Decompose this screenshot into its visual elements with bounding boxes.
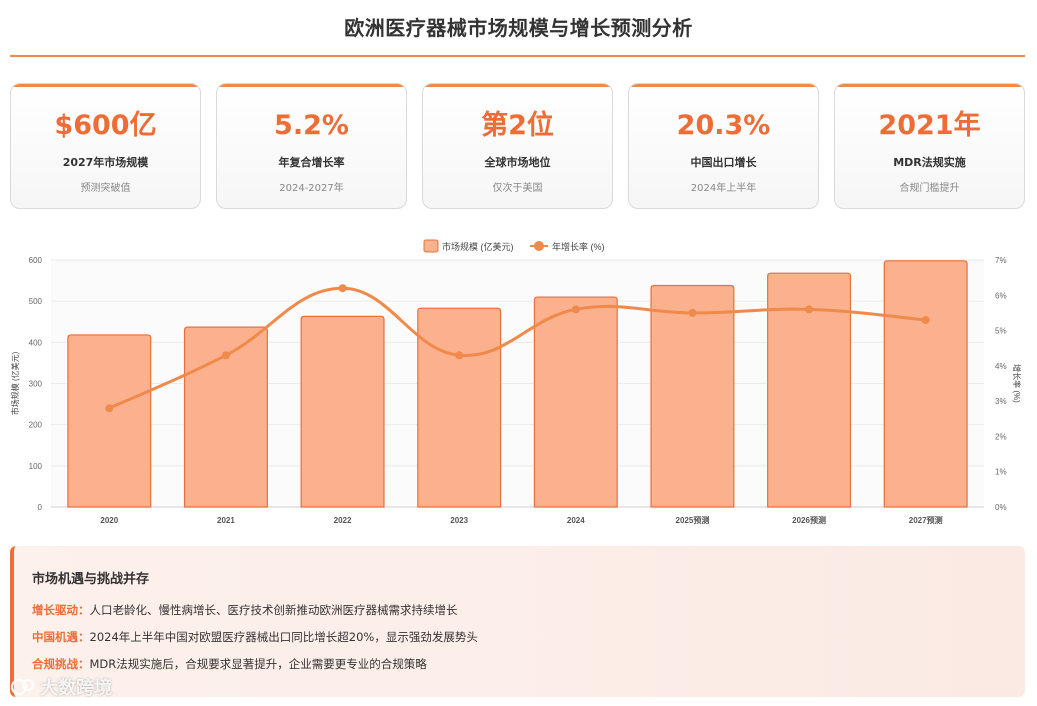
bar <box>883 260 968 508</box>
x-tick-label: 2024 <box>567 516 585 525</box>
stat-label: 年复合增长率 <box>278 156 345 169</box>
y2-tick-label: 3% <box>995 397 1007 406</box>
watermark-logo-icon <box>10 678 35 696</box>
stat-label: 中国出口增长 <box>690 156 757 169</box>
insight-text: MDR法规实施后，合规要求显著提升，企业需要更专业的合规策略 <box>89 657 427 671</box>
x-tick-label: 2026预测 <box>792 515 826 525</box>
stat-sub: 合规门槛提升 <box>899 183 960 194</box>
insight-row-compliance: 合规挑战：MDR法规实施后，合规要求显著提升，企业需要更专业的合规策略 <box>32 656 427 672</box>
stat-value: 第2位 <box>481 110 554 141</box>
page-title: 欧洲医疗器械市场规模与增长预测分析 <box>344 16 693 40</box>
y2-tick-label: 2% <box>995 432 1007 441</box>
stat-value: 5.2% <box>274 110 349 141</box>
stat-value: 2021年 <box>878 110 981 141</box>
legend-line-label: 年增长率 (%) <box>552 241 605 252</box>
growth-rate-line <box>108 286 926 410</box>
growth-rate-point <box>921 315 930 324</box>
growth-rate-point <box>221 351 230 360</box>
stat-card-cagr: 5.2% 年复合增长率 2024-2027年 <box>216 83 407 209</box>
y-tick-label: 200 <box>29 421 43 430</box>
x-tick-label: 2023 <box>450 516 468 525</box>
x-tick-label: 2025预测 <box>676 515 710 525</box>
stat-label: 2027年市场规模 <box>62 156 149 169</box>
legend-bar-swatch <box>423 239 439 253</box>
stat-card-mdr: 2021年 MDR法规实施 合规门槛提升 <box>834 83 1025 209</box>
growth-rate-point <box>455 351 464 360</box>
bar <box>417 307 502 508</box>
growth-rate-point <box>805 305 814 314</box>
y-axis-label: 市场规模 (亿美元) <box>10 351 20 415</box>
stat-sub: 2024-2027年 <box>279 183 344 194</box>
stat-card-market-size: $600亿 2027年市场规模 预测突破值 <box>10 83 201 209</box>
insight-title: 市场机遇与挑战并存 <box>32 572 150 587</box>
y2-tick-label: 0% <box>995 503 1007 512</box>
y2-tick-label: 1% <box>995 468 1007 477</box>
insight-row-growth: 增长驱动：人口老龄化、慢性病增长、医疗技术创新推动欧洲医疗器械需求持续增长 <box>32 602 458 618</box>
x-tick-label: 2022 <box>334 516 352 525</box>
bar <box>650 284 735 508</box>
bar <box>67 334 152 508</box>
growth-rate-point <box>105 404 114 413</box>
y2-tick-label: 7% <box>995 256 1007 265</box>
stat-card-global-rank: 第2位 全球市场地位 仅次于美国 <box>422 83 613 209</box>
growth-rate-point <box>338 284 347 293</box>
x-tick-label: 2021 <box>217 516 235 525</box>
stat-card-china-export: 20.3% 中国出口增长 2024年上半年 <box>628 83 819 209</box>
insight-key: 中国机遇： <box>32 630 90 644</box>
stat-sub: 仅次于美国 <box>492 183 543 194</box>
y2-tick-label: 4% <box>995 362 1007 371</box>
legend-bar-label: 市场规模 (亿美元) <box>442 241 514 252</box>
watermark: 大数跨境 <box>10 674 112 700</box>
y-tick-label: 300 <box>29 380 43 389</box>
insight-row-china: 中国机遇：2024年上半年中国对欧盟医疗器械出口同比增长超20%，显示强劲发展势… <box>32 629 478 645</box>
title-divider <box>10 55 1025 57</box>
watermark-text: 大数跨境 <box>40 678 112 699</box>
bar <box>767 272 852 508</box>
legend-line-marker <box>534 241 544 251</box>
x-tick-label: 2020 <box>100 516 118 525</box>
stat-sub: 2024年上半年 <box>690 183 757 194</box>
insight-key: 增长驱动： <box>32 603 90 617</box>
y2-tick-label: 6% <box>995 291 1007 300</box>
y-tick-label: 100 <box>29 462 43 471</box>
stat-value: $600亿 <box>54 110 157 141</box>
insight-text: 2024年上半年中国对欧盟医疗器械出口同比增长超20%，显示强劲发展势头 <box>89 630 478 644</box>
y-tick-label: 500 <box>29 297 43 306</box>
stat-label: MDR法规实施 <box>893 156 966 169</box>
growth-rate-point <box>688 308 697 317</box>
insight-panel: 市场机遇与挑战并存 增长驱动：人口老龄化、慢性病增长、医疗技术创新推动欧洲医疗器… <box>10 546 1025 697</box>
y-tick-label: 400 <box>29 338 43 347</box>
insight-key: 合规挑战： <box>32 657 90 671</box>
stat-label: 全球市场地位 <box>484 156 551 169</box>
y-tick-label: 0 <box>38 503 43 512</box>
market-chart: 0 100 200 300 400 500 600 0% 1% 2% 3% 4% 5% 6% 7% 2020 2… <box>10 239 1022 525</box>
bar <box>533 296 618 508</box>
stat-value: 20.3% <box>676 110 771 141</box>
y2-tick-label: 5% <box>995 327 1007 336</box>
x-tick-label: 2027预测 <box>909 515 943 525</box>
insight-text: 人口老龄化、慢性病增长、医疗技术创新推动欧洲医疗器械需求持续增长 <box>89 603 458 617</box>
growth-rate-point <box>571 305 580 314</box>
stat-sub: 预测突破值 <box>80 183 131 194</box>
y-tick-label: 600 <box>29 256 43 265</box>
bar <box>300 315 385 508</box>
y2-axis-label: 增长率 (%) <box>1012 364 1022 403</box>
